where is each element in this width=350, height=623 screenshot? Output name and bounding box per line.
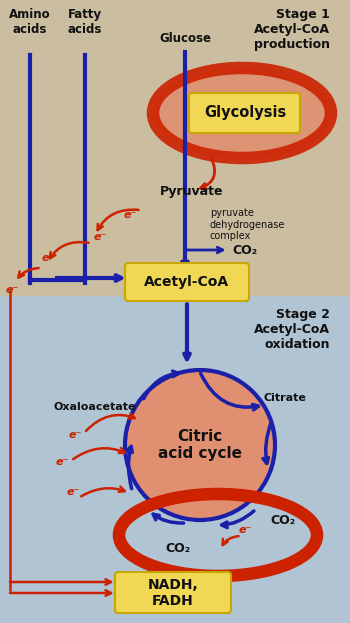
FancyBboxPatch shape — [125, 263, 249, 301]
Text: CO₂: CO₂ — [166, 541, 190, 554]
Text: Amino
acids: Amino acids — [9, 8, 51, 36]
FancyBboxPatch shape — [189, 93, 300, 133]
Text: e⁻: e⁻ — [55, 457, 69, 467]
Text: CO₂: CO₂ — [270, 513, 295, 526]
Text: e⁻: e⁻ — [68, 430, 82, 440]
Text: Stage 1
Acetyl-CoA
production: Stage 1 Acetyl-CoA production — [254, 8, 330, 51]
Text: Stage 2
Acetyl-CoA
oxidation: Stage 2 Acetyl-CoA oxidation — [254, 308, 330, 351]
Bar — [0, 0, 350, 295]
Circle shape — [125, 370, 275, 520]
Ellipse shape — [153, 68, 331, 158]
Text: Glycolysis: Glycolysis — [204, 105, 286, 120]
Text: NADH,
FADH: NADH, FADH — [148, 578, 198, 608]
Text: e⁻: e⁻ — [66, 487, 80, 497]
Text: e⁻: e⁻ — [41, 253, 55, 263]
Text: e⁻: e⁻ — [238, 525, 252, 535]
Text: Glucose: Glucose — [159, 32, 211, 45]
Text: Citrate: Citrate — [263, 393, 306, 403]
Text: CO₂: CO₂ — [232, 244, 257, 257]
Text: Pyruvate: Pyruvate — [160, 186, 224, 199]
Text: pyruvate
dehydrogenase
complex: pyruvate dehydrogenase complex — [210, 208, 285, 241]
Text: Acetyl-CoA: Acetyl-CoA — [145, 275, 230, 289]
Text: e⁻: e⁻ — [123, 210, 137, 220]
Bar — [0, 295, 350, 623]
Text: e⁻: e⁻ — [93, 232, 107, 242]
Text: Fatty
acids: Fatty acids — [68, 8, 102, 36]
Text: Citric
acid cycle: Citric acid cycle — [158, 429, 242, 461]
Text: e⁻: e⁻ — [5, 285, 19, 295]
Text: Oxaloacetate: Oxaloacetate — [54, 402, 136, 412]
FancyBboxPatch shape — [115, 572, 231, 613]
